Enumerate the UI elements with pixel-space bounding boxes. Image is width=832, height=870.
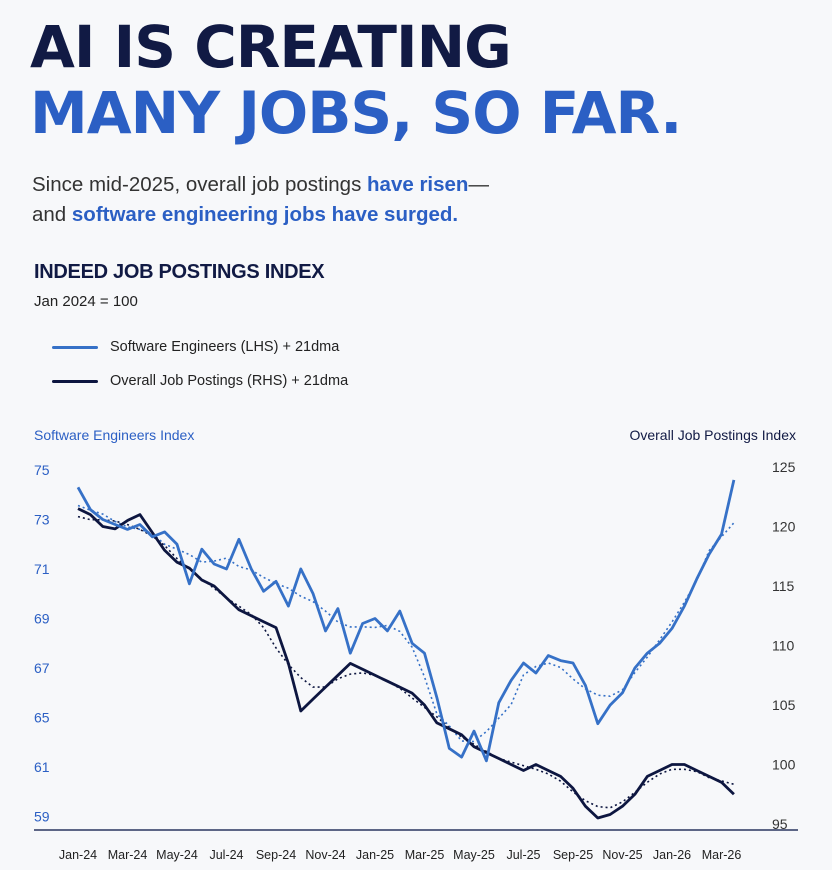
x-tick-label: Sep-24: [256, 848, 296, 862]
chart-subtitle: Jan 2024 = 100: [34, 293, 138, 310]
software-21dma-line: [77, 504, 735, 743]
legend-label-overall: Overall Job Postings (RHS) + 21dma: [110, 373, 349, 389]
x-tick-label: Jul-25: [506, 848, 540, 862]
x-tick-label: Mar-25: [405, 848, 445, 862]
right-tick-label: 95: [772, 816, 788, 832]
headline-line-2: MANY JOBS, SO FAR.: [30, 79, 682, 147]
legend-item-software: Software Engineers (LHS) + 21dma: [52, 330, 348, 364]
right-tick-label: 105: [772, 697, 796, 713]
x-tick-label: Nov-24: [305, 848, 345, 862]
right-axis-title: Overall Job Postings Index: [629, 427, 796, 443]
right-tick-label: 100: [772, 757, 796, 773]
left-tick-label: 65: [34, 710, 50, 726]
overall-postings-line: [77, 507, 735, 820]
left-tick-label: 75: [34, 462, 50, 478]
x-tick-label: Jan-24: [59, 848, 97, 862]
x-tick-label: May-25: [453, 848, 495, 862]
x-tick-label: Mar-24: [108, 848, 148, 862]
headline-line-1: AI IS CREATING: [30, 13, 512, 81]
legend-label-software: Software Engineers (LHS) + 21dma: [110, 339, 340, 355]
subtitle-highlight-2: software engineering jobs have surged.: [71, 203, 459, 226]
left-tick-label: 73: [34, 512, 50, 528]
subtitle-highlight-1: have risen: [367, 173, 469, 196]
x-tick-label: Jul-24: [209, 848, 243, 862]
legend-item-overall: Overall Job Postings (RHS) + 21dma: [52, 364, 348, 398]
left-tick-label: 71: [34, 561, 50, 577]
headline: AI IS CREATING MANY JOBS, SO FAR.: [30, 13, 682, 147]
left-tick-label: 59: [34, 809, 50, 825]
subtitle: Since mid-2025, overall job postings hav…: [32, 170, 489, 230]
right-tick-label: 115: [772, 578, 795, 594]
subtitle-part-2: —: [468, 173, 489, 196]
x-tick-label: Nov-25: [602, 848, 642, 862]
software-engineers-line: [76, 479, 736, 763]
right-tick-label: 110: [772, 638, 795, 654]
legend-swatch-software: [52, 345, 98, 349]
chart-legend: Software Engineers (LHS) + 21dma Overall…: [52, 330, 348, 398]
legend-swatch-overall: [52, 379, 98, 383]
x-tick-label: Sep-25: [553, 848, 593, 862]
right-tick-label: 125: [772, 459, 796, 475]
subtitle-part-3: and: [32, 203, 72, 226]
subtitle-part-1: Since mid-2025, overall job postings: [32, 173, 368, 196]
x-tick-label: Mar-26: [702, 848, 742, 862]
left-tick-label: 61: [34, 759, 50, 775]
left-axis-title: Software Engineers Index: [34, 427, 195, 443]
left-tick-label: 69: [34, 611, 50, 627]
x-tick-label: May-24: [156, 848, 198, 862]
x-tick-label: Jan-26: [653, 848, 691, 862]
x-tick-label: Jan-25: [356, 848, 394, 862]
left-tick-label: 67: [34, 660, 50, 676]
right-tick-label: 120: [772, 519, 796, 535]
chart-title: INDEED JOB POSTINGS INDEX: [34, 261, 325, 283]
